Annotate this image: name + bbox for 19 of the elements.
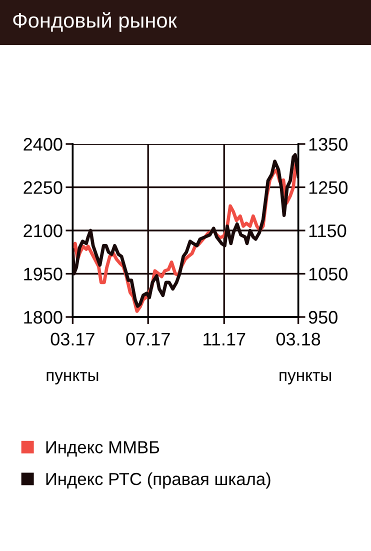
y2-tick-label: 1250 <box>309 181 348 194</box>
legend-label: Индекс ММВБ <box>46 441 160 457</box>
x-tick-label: 07.17 <box>126 332 170 346</box>
y-tick-label: 2100 <box>24 224 62 238</box>
y2-axis-title: пункты <box>280 372 331 384</box>
y2-tick-label: 950 <box>308 310 338 324</box>
y2-tick-label: 1050 <box>309 268 348 280</box>
y-tick-label: 2400 <box>24 138 62 151</box>
legend-label: Индекс РТС (правая шкала) <box>46 472 270 489</box>
y-tick-label: 1950 <box>24 268 62 280</box>
x-tick-label: 03.17 <box>50 332 94 346</box>
x-tick-label: 11.17 <box>204 332 246 346</box>
y2-tick-label: 1150 <box>309 224 346 238</box>
x-tick-label: 03.18 <box>276 332 320 346</box>
y2-tick-label: 1350 <box>309 138 348 151</box>
y-tick-label: 1800 <box>24 310 62 324</box>
chart-title: Фондовый рынок <box>13 12 178 32</box>
y-axis-title: пункты <box>46 372 98 384</box>
y-tick-label: 2250 <box>24 181 62 194</box>
